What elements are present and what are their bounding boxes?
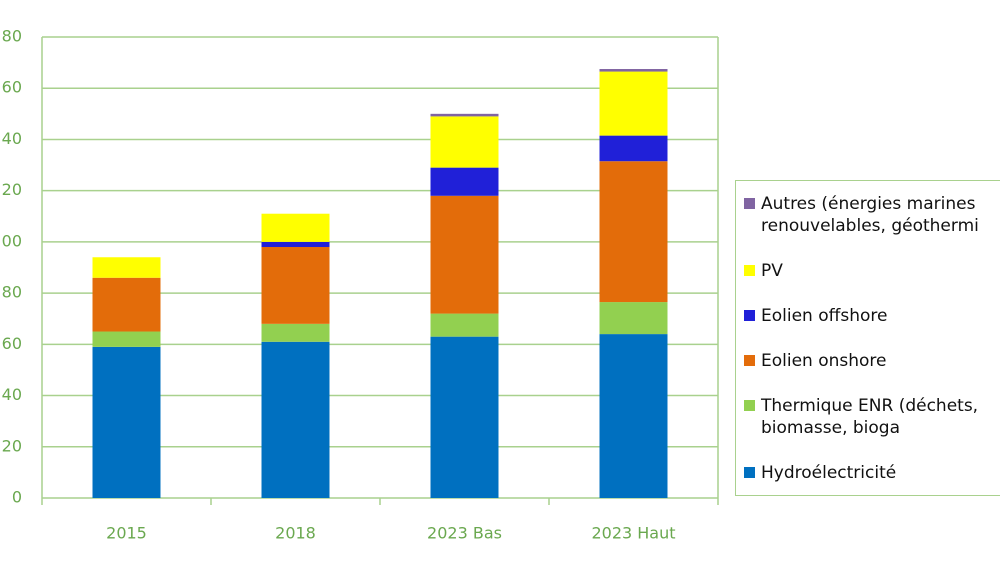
bar-segment: [261, 247, 330, 324]
legend-item: Thermique ENR (déchets, biomasse, bioga: [744, 395, 989, 439]
legend-swatch: [744, 197, 755, 209]
legend-item: Hydroélectricité: [744, 462, 989, 484]
bar-segment: [430, 113, 499, 117]
legend-label: PV: [761, 260, 783, 281]
bar-segment: [430, 336, 499, 498]
y-tick-label: 80: [2, 283, 22, 302]
legend-swatch: [744, 354, 755, 366]
legend-label: Eolien onshore: [761, 350, 887, 371]
bar-segment: [430, 313, 499, 337]
bar-segment: [92, 277, 161, 332]
bar-segment: [92, 331, 161, 347]
legend-swatch: [744, 309, 755, 321]
bar-segment: [430, 195, 499, 314]
bar-segment: [92, 346, 161, 498]
bar-segment: [261, 213, 330, 242]
legend-item: Autres (énergies marines renouvelables, …: [744, 193, 989, 237]
legend-label: Hydroélectricité: [761, 462, 897, 483]
y-tick-label: 40: [2, 129, 22, 148]
legend-item: Eolien offshore: [744, 305, 989, 327]
bar-segment: [599, 334, 668, 498]
legend-label: Autres (énergies marines renouvelables, …: [761, 193, 979, 236]
y-tick-label: 60: [2, 78, 22, 97]
legend-swatch: [744, 264, 755, 276]
y-tick-label: 20: [2, 436, 22, 455]
bar-segment: [430, 116, 499, 168]
bar-segment: [261, 341, 330, 498]
x-tick-label: 2018: [275, 524, 316, 543]
x-tick-label: 2015: [106, 524, 147, 543]
y-tick-label: 20: [2, 180, 22, 199]
bar-segment: [430, 167, 499, 196]
legend: Autres (énergies marines renouvelables, …: [735, 180, 1000, 496]
bar-segment: [599, 71, 668, 136]
y-tick-label: 80: [2, 27, 22, 46]
x-tick-label: 2023 Bas: [427, 524, 502, 543]
y-tick-label: 0: [12, 488, 22, 507]
bar-segment: [261, 241, 330, 248]
bar-segment: [599, 69, 668, 72]
bar-segment: [599, 302, 668, 335]
y-tick-label: 40: [2, 385, 22, 404]
legend-swatch: [744, 466, 755, 478]
y-tick-label: 00: [2, 231, 22, 250]
bar-segment: [92, 257, 161, 278]
bar-segment: [599, 161, 668, 303]
legend-item: Eolien onshore: [744, 350, 989, 372]
legend-label: Thermique ENR (déchets, biomasse, bioga: [761, 395, 979, 438]
legend-swatch: [744, 399, 755, 411]
bar-segment: [599, 135, 668, 162]
y-tick-label: 60: [2, 334, 22, 353]
x-tick-label: 2023 Haut: [591, 524, 675, 543]
bar-segment: [261, 323, 330, 342]
legend-label: Eolien offshore: [761, 305, 888, 326]
legend-item: PV: [744, 260, 989, 282]
